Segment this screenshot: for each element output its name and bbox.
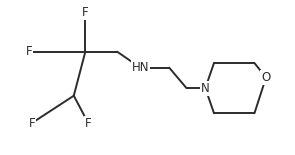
Text: N: N [201, 82, 210, 95]
Text: F: F [29, 117, 35, 130]
Text: O: O [261, 71, 271, 84]
Text: HN: HN [132, 61, 149, 74]
Text: F: F [82, 6, 89, 19]
Text: F: F [26, 45, 32, 58]
Text: F: F [85, 117, 91, 130]
